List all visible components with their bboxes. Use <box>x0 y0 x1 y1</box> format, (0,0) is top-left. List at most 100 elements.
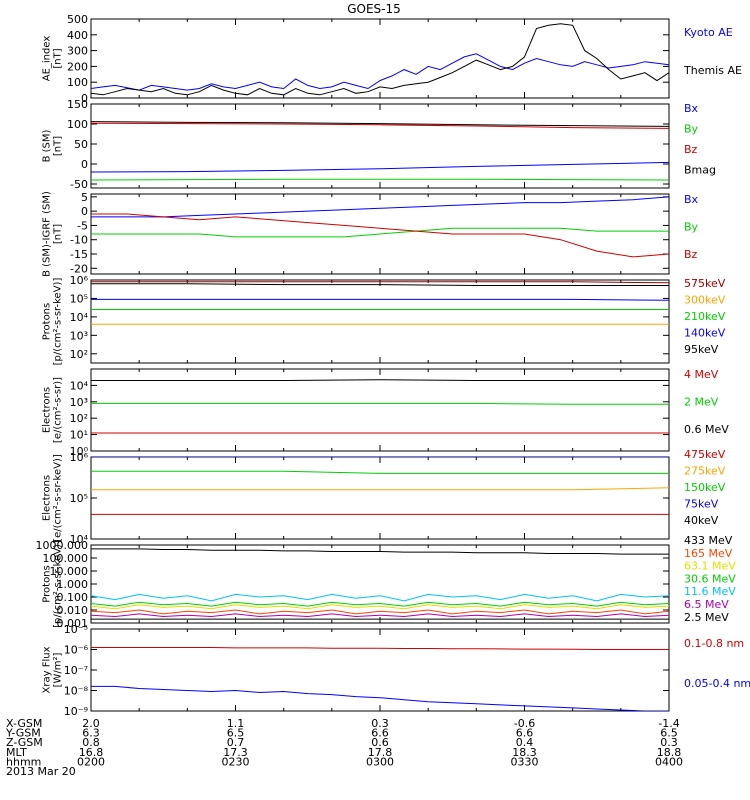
y-tick-label: 500 <box>67 13 88 26</box>
panel-protons-low: 10² 10³ 10⁴ 10⁵ 10⁶ Protons [p/(cm²-s-sr-keV)]… <box>42 274 726 365</box>
series-line-433-mev <box>91 548 669 555</box>
legend-entry: 0.05-0.4 nm <box>684 677 750 690</box>
series-line-6-5-mev <box>91 613 669 618</box>
footer-row-label: Z-GSM <box>6 736 43 749</box>
legend-entry: 275keV <box>684 465 726 478</box>
legend-entry: 475keV <box>684 448 726 461</box>
y-axis-label-line: Xray Flux <box>42 646 53 693</box>
footer-row-value: 0.6 <box>371 736 389 749</box>
series-line-by <box>91 227 669 238</box>
y-tick-label: 0.010 <box>57 604 89 617</box>
y-tick-label: -15 <box>70 248 88 261</box>
legend-entry: 0.6 MeV <box>684 423 729 436</box>
y-axis-label-line: [e/(cm²-s-sr-keV)] <box>53 454 64 542</box>
y-tick-label: 1000.000 <box>36 539 89 552</box>
y-tick-label: 1.000 <box>57 578 89 591</box>
legend-entry: 30.6 MeV <box>684 572 736 585</box>
footer-row-label: X-GSM <box>6 717 42 730</box>
legend-entry: Bz <box>684 248 698 261</box>
footer-row-value: 18.8 <box>657 746 682 759</box>
legend-entry: 4 MeV <box>684 368 719 381</box>
y-tick-label: 300 <box>67 45 88 58</box>
footer-row-label: hhmm <box>6 755 41 768</box>
series-line-0-05-0-4-nm <box>91 685 669 711</box>
footer-row-value: 0.4 <box>516 736 534 749</box>
y-axis-label-line: B (SM) <box>42 129 53 162</box>
panel-frame <box>90 103 670 189</box>
legend-entry: 95keV <box>684 343 719 356</box>
legend-entry: 575keV <box>684 277 726 290</box>
y-axis-label: Electrons [e/(cm²-s-sr-keV)] <box>42 454 64 542</box>
y-tick-label: 100 <box>67 118 88 131</box>
legend-entry: 2 MeV <box>684 396 719 409</box>
series-line-11-6-mev <box>91 593 669 602</box>
y-tick-label: 10⁻⁷ <box>64 664 88 677</box>
series-line-themis-ae <box>91 23 669 96</box>
y-tick-label: 10³ <box>70 329 88 342</box>
y-tick-label: 10⁰ <box>70 445 89 458</box>
footer-row-value: 0.8 <box>82 736 100 749</box>
series-line-kyoto-ae <box>91 53 669 91</box>
panel-b-sm: -50 0 50 100 150 B (SM) [nT] Bx By Bz Bmag <box>42 98 717 191</box>
footer-row-value: 6.5 <box>660 727 678 740</box>
legend-entry: 140keV <box>684 327 726 340</box>
legend-entry: 0.1-0.8 nm <box>684 637 744 650</box>
y-tick-label: 10⁴ <box>70 311 89 324</box>
footer-row-value: -1.4 <box>658 717 679 730</box>
legend-entry: Kyoto AE <box>684 26 733 39</box>
y-tick-label: 10² <box>70 412 88 425</box>
legend-entry: Bz <box>684 143 698 156</box>
y-axis-label: Xray Flux [W/m²] <box>42 646 64 693</box>
footer-row-value: 0.3 <box>660 736 678 749</box>
series-line-95kev <box>91 283 669 286</box>
y-axis-label-line: Electrons <box>42 387 53 433</box>
series-line-140kev <box>91 298 669 301</box>
y-tick-label: 400 <box>67 29 88 42</box>
footer-row-value: 0.3 <box>371 717 389 730</box>
y-tick-label: 10⁴ <box>70 379 89 392</box>
series-line-by <box>91 178 669 181</box>
legend-entry: 75keV <box>684 498 719 511</box>
y-tick-label: 5 <box>81 191 88 204</box>
series-line-165-mev <box>91 609 669 615</box>
y-tick-label: 10⁻⁶ <box>64 644 89 657</box>
y-tick-label: 10⁶ <box>70 274 89 287</box>
footer-row-value: 17.3 <box>223 746 248 759</box>
y-tick-label: 50 <box>74 138 88 151</box>
y-axis-label-line: [p/(cm²-s-sr-keV)] <box>53 540 64 628</box>
footer-row-value: 16.8 <box>79 746 104 759</box>
y-axis-label-line: Protons <box>42 303 53 340</box>
series-line-bz <box>91 122 669 129</box>
legend-entry: Bmag <box>684 164 716 177</box>
y-axis-label: B (SM)-IGRF (SM) [nT] <box>42 191 64 277</box>
footer-row-value: 0400 <box>655 755 683 768</box>
footer-row-value: 6.6 <box>516 727 534 740</box>
series-line-0-1-0-8-nm <box>91 647 669 650</box>
legend-entry: Bx <box>684 193 699 206</box>
y-tick-label: 150 <box>67 98 88 111</box>
y-axis-label-line: Electrons <box>42 475 53 521</box>
panel-frame <box>90 456 670 540</box>
y-tick-label: 10¹ <box>70 429 88 442</box>
y-axis-label: AE_index [nT] <box>42 36 64 82</box>
legend-entry: 210keV <box>684 310 726 323</box>
series-line-bz <box>91 213 669 258</box>
series-line-150kev <box>91 470 669 474</box>
y-tick-label: 10⁻⁸ <box>64 685 89 698</box>
footer-row-label: Y-GSM <box>5 727 41 740</box>
legend-entry: Bx <box>684 102 699 115</box>
y-tick-label: 100 <box>67 76 88 89</box>
y-tick-label: -10 <box>70 234 88 247</box>
series-line-30-6-mev <box>91 601 669 607</box>
legend-entry: 63.1 MeV <box>684 560 736 573</box>
y-tick-label: 10⁻⁹ <box>64 705 88 718</box>
legend-entry: By <box>684 123 699 136</box>
y-tick-label: 10.000 <box>50 565 89 578</box>
legend-entry: 433 MeV <box>684 534 733 547</box>
panel-electrons-kev: 10⁴ 10⁵ 10⁶ Electrons [e/(cm²-s-sr-keV)] 475k… <box>42 448 726 546</box>
footer-row-value: 0300 <box>366 755 394 768</box>
y-tick-label: -5 <box>77 219 88 232</box>
